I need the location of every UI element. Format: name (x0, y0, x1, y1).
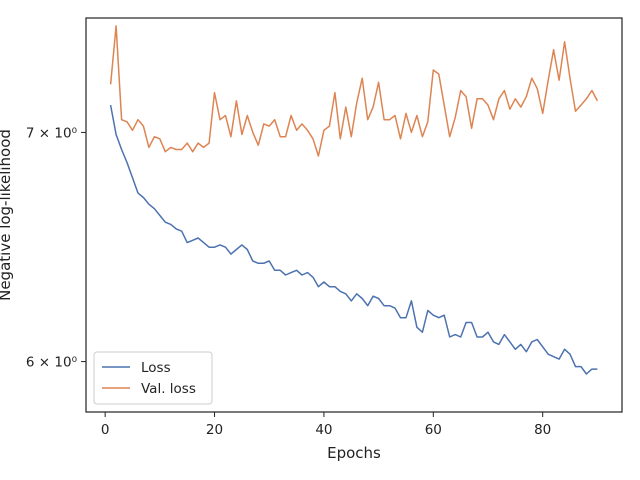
y-tick-label: 7 × 10⁰ (26, 125, 77, 141)
x-axis-ticks: 0 20 40 60 80 (101, 412, 551, 438)
legend-box (93, 351, 213, 405)
y-axis-label: Negative log-likelihood (0, 129, 14, 301)
x-axis-label: Epochs (327, 444, 381, 462)
x-tick-label: 80 (534, 422, 551, 438)
y-axis-ticks: 6 × 10⁰ 7 × 10⁰ (26, 125, 86, 371)
plot-lines (109, 25, 599, 375)
x-tick-label: 60 (425, 422, 442, 438)
x-tick-label: 0 (101, 422, 110, 438)
plot-frame (85, 17, 623, 413)
legend: Loss Val. loss (93, 351, 213, 405)
legend-label: Loss (141, 360, 171, 376)
y-tick-label: 6 × 10⁰ (26, 355, 77, 371)
series-line-1 (109, 25, 599, 157)
series-line-0 (109, 104, 598, 375)
legend-label: Val. loss (141, 381, 196, 397)
x-tick-label: 20 (206, 422, 223, 438)
x-tick-label: 40 (315, 422, 332, 438)
